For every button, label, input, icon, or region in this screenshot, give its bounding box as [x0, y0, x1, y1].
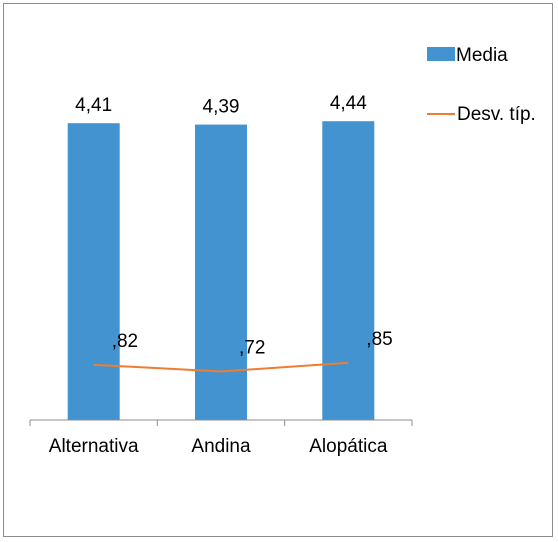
legend-label-desv: Desv. típ.: [457, 104, 536, 125]
x-axis: Alternativa Andina Alopática: [29, 419, 413, 457]
desv-data-label-alopática: ,85: [366, 329, 392, 350]
legend-label-media: Media: [456, 45, 508, 66]
legend: Media Desv. típ.: [427, 45, 536, 125]
bar-data-label-andina: 4,39: [203, 97, 240, 118]
bar-alternativa: [67, 123, 120, 420]
x-tick-label-alopática: Alopática: [309, 436, 388, 457]
legend-swatch-media: [427, 47, 455, 61]
line-layer: [93, 361, 349, 373]
desv-data-label-andina: ,72: [239, 338, 265, 359]
x-tick-label-andina: Andina: [191, 436, 251, 457]
desv-data-label-alternativa: ,82: [112, 331, 138, 352]
bar-data-label-alternativa: 4,41: [75, 95, 112, 116]
bar-andina: [195, 124, 247, 420]
bar-data-label-alopática: 4,44: [330, 93, 367, 114]
bar-alopática: [322, 121, 375, 420]
x-tick-label-alternativa: Alternativa: [49, 436, 139, 457]
data-labels-layer: 4,41 4,39 4,44 ,82 ,72 ,85: [75, 93, 393, 358]
bars-layer: [67, 121, 375, 420]
